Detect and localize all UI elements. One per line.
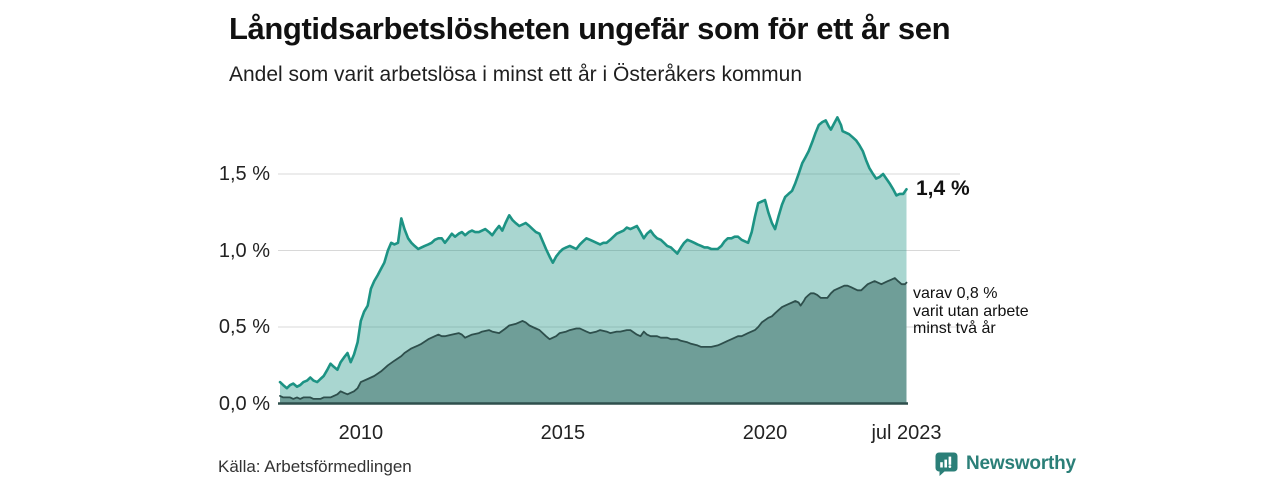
x-axis-tick-label: jul 2023 [871,422,942,444]
line-total-one-year [278,116,908,390]
line-two-years [279,277,908,400]
y-axis-tick-label: 0,5 % [218,316,270,338]
sub-series-annotation: varav 0,8 % varit utan arbete minst två … [913,285,1029,337]
chart-subtitle: Andel som varit arbetslösa i minst ett å… [229,63,803,86]
y-axis-tick-label: 1,5 % [218,163,270,185]
source-note: Källa: Arbetsförmedlingen [218,457,412,476]
x-axis-tick-label: 2010 [338,422,384,444]
chart-title: Långtidsarbetslösheten ungefär som för e… [229,11,951,46]
newsworthy-logo-icon [935,452,958,476]
latest-value-label: 1,4 % [916,177,970,200]
newsworthy-wordmark: Newsworthy [966,452,1076,474]
area-two-years [280,278,907,404]
newsworthy-brand: Newsworthy [934,451,1076,476]
y-axis-tick-label: 0,0 % [218,392,270,415]
x-axis-tick-label: 2020 [742,422,788,444]
x-axis-tick-label: 2015 [540,422,586,444]
y-axis-tick-label: 1,0 % [218,239,270,262]
